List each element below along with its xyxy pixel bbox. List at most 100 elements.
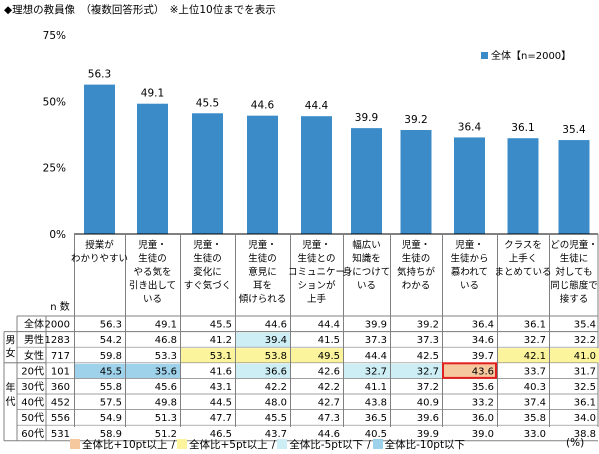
category-label: 傾けられる — [239, 293, 287, 305]
data-label: 49.1 — [141, 88, 164, 100]
cell-highlight — [236, 332, 290, 348]
data-label: 39.9 — [355, 112, 378, 124]
category-label: コミュニケー — [288, 267, 345, 278]
table-cell: 55.8 — [100, 382, 122, 393]
category-label: 児童・ — [138, 239, 167, 251]
row-n: 556 — [51, 413, 70, 424]
legend-separator: / — [171, 439, 175, 451]
table-cell: 37.3 — [417, 335, 439, 346]
category-label: 気持ちが — [397, 266, 436, 278]
group-label-gender: 男 — [6, 335, 16, 347]
table-cell: 33.7 — [524, 366, 546, 377]
category-label: わかりやすい — [71, 254, 128, 265]
data-label: 35.4 — [562, 124, 586, 136]
category-label: 意見に — [248, 266, 277, 278]
table-cell: 36.1 — [524, 320, 546, 331]
highlight-legend: 全体比+10pt以上 / 全体比+5pt以上 / 全体比-5pt以下 / 全体比-10pt以… — [70, 437, 469, 452]
row-n: 531 — [51, 429, 70, 440]
highlight-legend-label: 全体比-5pt以下 — [289, 439, 364, 451]
table-cell: 39.7 — [472, 351, 494, 362]
table-cell: 51.3 — [155, 413, 177, 424]
category-label: いる — [357, 281, 376, 292]
row-label: 男性 — [24, 333, 44, 346]
row-n: 2000 — [45, 320, 70, 331]
category-label: 児童・ — [455, 239, 484, 251]
row-n: 360 — [51, 382, 70, 393]
category-label: 同じ態度で — [550, 280, 598, 292]
highlight-legend-item: 全体比-5pt以下 — [277, 439, 365, 451]
category-label: 変化に — [193, 266, 222, 278]
category-label: 耳を — [253, 281, 272, 292]
table-cell: 43.1 — [210, 382, 232, 393]
cell-highlight — [181, 348, 235, 363]
category-label: 生徒の — [193, 253, 222, 265]
category-label: まとめている — [494, 267, 551, 278]
table-cell: 32.2 — [574, 335, 596, 346]
highlight-legend-item: 全体比-10pt以下 — [372, 439, 467, 451]
row-label: 30代 — [21, 381, 44, 393]
data-label: 44.6 — [251, 100, 275, 112]
table-cell: 37.3 — [365, 335, 387, 346]
table-cell: 45.5 — [210, 320, 232, 331]
table-cell: 32.5 — [574, 382, 596, 393]
table-cell: 54.9 — [100, 413, 122, 424]
category-label: 上手く — [509, 253, 538, 265]
category-label: 上手 — [307, 293, 327, 305]
category-label: 児童・ — [193, 239, 222, 251]
category-label: 引き出して — [129, 280, 176, 292]
data-label: 45.5 — [196, 97, 219, 109]
category-label: ションが — [297, 280, 336, 292]
cell-highlight — [344, 363, 390, 379]
table-cell: 36.6 — [265, 366, 287, 377]
table-cell: 41.2 — [210, 335, 232, 346]
bar — [301, 116, 332, 234]
bar — [247, 115, 278, 234]
y-tick-label: 25% — [43, 163, 66, 175]
table-cell: 42.6 — [318, 366, 340, 377]
category-label: やる気を — [133, 266, 171, 278]
table-cell: 43.7 — [265, 429, 287, 440]
unit-label: (%) — [566, 437, 585, 449]
row-label: 全体 — [24, 318, 44, 331]
table-cell: 44.6 — [265, 320, 287, 331]
category-label: 知識を — [352, 253, 381, 265]
table-cell: 31.7 — [574, 366, 596, 377]
table-cell: 39.4 — [265, 335, 287, 346]
category-label: 幅広い — [352, 239, 381, 251]
table-cell: 53.8 — [265, 351, 287, 362]
highlight-swatch — [372, 439, 383, 449]
category-label: 生徒に — [560, 253, 589, 265]
cell-highlight — [236, 363, 290, 379]
highlight-swatch — [70, 439, 80, 449]
table-cell: 49.8 — [155, 398, 177, 409]
bar — [454, 137, 485, 234]
table-cell: 40.3 — [524, 382, 546, 393]
table-cell: 41.1 — [365, 382, 387, 393]
table-cell: 57.5 — [100, 398, 122, 409]
cell-highlight — [75, 363, 125, 379]
category-label: 児童・ — [402, 239, 431, 251]
highlight-legend-label: 全体比+10pt以上 — [82, 439, 168, 451]
category-label: どの児童・ — [550, 239, 598, 251]
bar — [192, 113, 223, 234]
category-label: いる — [460, 281, 479, 292]
table-cell: 39.0 — [472, 429, 494, 440]
legend-separator: / — [271, 439, 276, 451]
category-label: 慕われて — [451, 266, 488, 278]
table-cell: 41.0 — [574, 351, 596, 362]
category-label: 児童・ — [248, 239, 277, 251]
cell-highlight — [126, 363, 180, 379]
table-cell: 44.4 — [365, 351, 387, 362]
table-cell: 40.9 — [417, 398, 439, 409]
highlight-legend-item: 全体比+5pt以上 — [177, 439, 270, 451]
table-cell: 41.6 — [210, 366, 232, 377]
data-label: 44.4 — [305, 100, 329, 112]
table-cell: 45.5 — [265, 413, 287, 424]
highlight-legend-item: 全体比+10pt以上 — [70, 439, 169, 451]
category-label: 生徒の — [402, 253, 431, 265]
table-cell: 58.9 — [100, 429, 122, 440]
highlight-swatch — [177, 439, 187, 449]
category-label: クラスを — [504, 240, 542, 251]
table-cell: 43.8 — [365, 398, 387, 409]
group-label-gender: 女 — [6, 347, 16, 360]
